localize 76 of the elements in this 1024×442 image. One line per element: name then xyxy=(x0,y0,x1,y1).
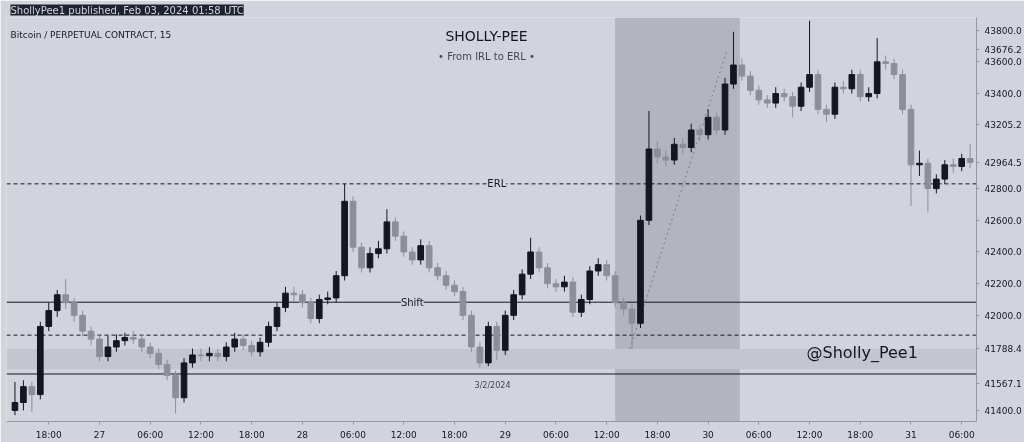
x-tick-label: 18:00 xyxy=(644,429,671,440)
y-tick-label: 43600.0 xyxy=(984,57,1022,68)
candlestick xyxy=(70,297,78,323)
candlestick xyxy=(459,286,467,321)
candlestick xyxy=(772,86,780,109)
y-tick-label: 41400.0 xyxy=(984,405,1022,416)
candlestick xyxy=(442,270,450,291)
x-tick-label: 06:00 xyxy=(948,429,975,440)
x-tick-label: 12:00 xyxy=(390,429,418,440)
candlestick xyxy=(197,348,205,362)
x-tick-label: 12:00 xyxy=(796,429,823,440)
annotation: 3/2/2024 xyxy=(474,380,511,390)
candlestick xyxy=(738,58,746,82)
candlestick xyxy=(417,238,425,266)
candlestick xyxy=(730,31,737,90)
candlestick xyxy=(358,241,365,274)
x-tick-label: 27 xyxy=(93,429,106,440)
y-tick-label: 42200.0 xyxy=(984,279,1022,290)
x-tick-label: 18:00 xyxy=(238,429,265,440)
candlestick xyxy=(856,69,864,102)
y-tick-label: 43800.0 xyxy=(984,25,1022,36)
x-tick-label: 06:00 xyxy=(745,429,773,440)
candlestick xyxy=(966,143,974,169)
candlestick xyxy=(654,140,661,164)
x-tick-label: 06:00 xyxy=(340,429,367,440)
x-tick-label: 06:00 xyxy=(137,429,164,440)
x-tick-label: 31 xyxy=(905,429,917,440)
ref-line-label: Shift xyxy=(400,296,424,308)
candlestick xyxy=(670,137,678,166)
candlestick xyxy=(20,379,27,411)
x-tick-label: 30 xyxy=(702,429,715,440)
y-tick-label: 42600.0 xyxy=(984,215,1022,226)
text: SHOLLY-PEE xyxy=(445,27,528,44)
y-tick-label: 42000.0 xyxy=(984,310,1022,321)
x-tick-label: 12:00 xyxy=(187,429,215,440)
text: ShollyPee1 published, Feb 03, 2024 01:58 UTC xyxy=(10,4,244,16)
candlestick xyxy=(628,303,636,350)
candlestick xyxy=(307,297,315,324)
candlestick xyxy=(189,348,196,369)
candlestick xyxy=(87,325,95,346)
x-tick-label: 18:00 xyxy=(35,429,63,440)
y-tick-label: 43205.2 xyxy=(984,119,1022,130)
y-tick-label: 42400.0 xyxy=(984,247,1022,258)
annotation: Bitcoin / PERPETUAL CONTRACT, 15 xyxy=(10,29,172,40)
candlestick xyxy=(687,123,695,153)
candlestick xyxy=(222,341,230,362)
x-tick-label: 29 xyxy=(499,429,512,440)
y-tick-label: 42964.5 xyxy=(984,158,1022,169)
candlestick xyxy=(848,69,856,95)
candlestick xyxy=(366,246,374,274)
x-tick-label: 28 xyxy=(296,429,309,440)
x-tick-label: 18:00 xyxy=(441,429,468,440)
y-tick-label: 41788.4 xyxy=(984,344,1022,355)
x-tick-label: 18:00 xyxy=(847,429,874,440)
ref-line-label: ERL xyxy=(487,178,507,190)
candlestick xyxy=(704,108,712,140)
candlestick xyxy=(476,341,484,369)
candlestick xyxy=(493,321,501,361)
candlestick xyxy=(392,216,399,242)
candlestick xyxy=(11,381,19,416)
y-tick-label: 41567.1 xyxy=(984,379,1022,390)
candlestick xyxy=(552,278,560,293)
y-tick-label: 42800.0 xyxy=(984,184,1022,195)
text: • From IRL to ERL • xyxy=(438,50,535,62)
candlestick xyxy=(28,381,36,413)
annotation: @Sholly_Pee1 xyxy=(806,342,918,363)
candlestick xyxy=(62,278,69,310)
candlestick xyxy=(79,310,86,337)
candlestick xyxy=(603,259,610,281)
y-tick-label: 43676.2 xyxy=(984,45,1022,56)
candlestick xyxy=(400,230,408,258)
x-tick-label: 12:00 xyxy=(593,429,620,440)
y-tick-label: 43400.0 xyxy=(984,89,1022,100)
candlestick xyxy=(96,333,103,362)
x-tick-label: 06:00 xyxy=(542,429,570,440)
candlestick xyxy=(713,112,720,136)
